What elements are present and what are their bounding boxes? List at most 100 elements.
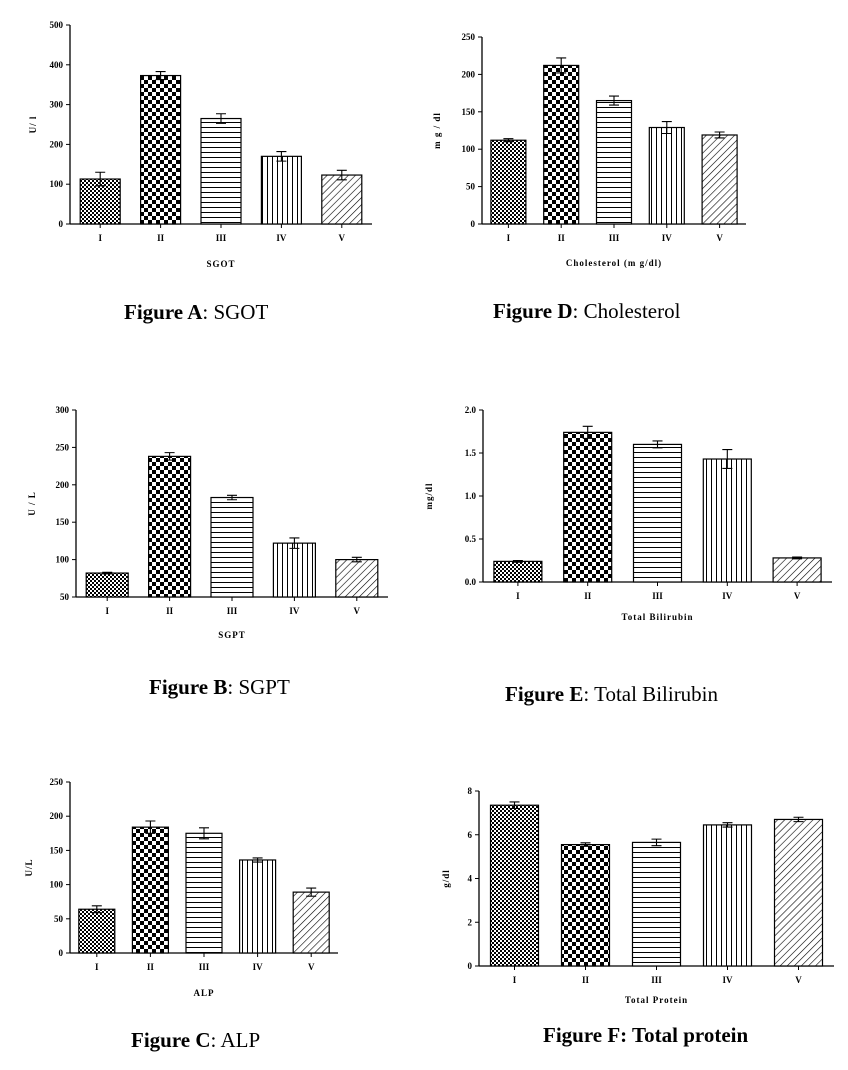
x-tick-label: IV (722, 975, 733, 985)
x-tick-label: I (516, 591, 520, 601)
bar-v (292, 891, 330, 954)
error-bar-iii (651, 838, 662, 847)
bar-iv (702, 458, 752, 583)
bar-v (701, 134, 738, 225)
caption-figure-a-label: Figure A (124, 300, 203, 324)
caption-figure-b: Figure B: SGPT (149, 675, 290, 700)
y-tick-label: 250 (50, 777, 64, 787)
error-bar-v (336, 169, 347, 181)
caption-figure-b-label: Figure B (149, 675, 228, 699)
bar-i (490, 139, 527, 225)
error-bar-iii (227, 494, 237, 501)
bar-i (489, 804, 540, 967)
bar-iv (260, 155, 302, 225)
y-tick-label: 250 (462, 32, 476, 42)
error-bar-iii (609, 95, 619, 106)
x-tick-label: IV (253, 962, 264, 972)
x-tick-label: IV (289, 606, 300, 616)
x-tick-label: III (216, 233, 227, 243)
y-tick-label: 4 (468, 874, 473, 884)
error-bar-iv (661, 120, 672, 135)
y-tick-label: 500 (50, 20, 64, 30)
error-bar-iv (289, 537, 300, 549)
caption-figure-c: Figure C: ALP (131, 1028, 260, 1053)
caption-figure-f-label: Figure F: Total protein (543, 1023, 749, 1047)
y-tick-label: 0.5 (465, 534, 477, 544)
chart-panel-bilirubin: 0.0 0.5 1.0 1.5 2.0 I II III IV V Total Bilirubin m… (424, 390, 848, 650)
x-axis-title: ALP (194, 988, 215, 998)
bar-i (79, 178, 121, 225)
y-tick-label: 200 (56, 480, 70, 490)
error-bar-v (792, 556, 803, 560)
bar-iii (595, 99, 633, 225)
x-tick-label: V (339, 233, 346, 243)
error-bar-iii (199, 827, 209, 840)
y-tick-label: 0 (59, 948, 64, 958)
chart-panel-sgot: 0 100 200 300 400 500 I II III IV V SGOT U/ l (0, 0, 424, 300)
y-tick-label: 50 (60, 592, 70, 602)
error-bar-v (306, 887, 317, 897)
y-tick-label: 1.5 (465, 448, 477, 458)
y-tick-label: 0.0 (465, 577, 477, 587)
error-bar-iii (216, 113, 226, 124)
x-tick-label: III (652, 591, 663, 601)
x-tick-label: IV (662, 233, 673, 243)
x-axis-title: SGOT (206, 259, 235, 269)
y-axis-title: U/L (24, 858, 34, 876)
x-tick-label: II (166, 606, 174, 616)
y-axis-title: U/ l (28, 116, 38, 134)
x-tick-label: I (98, 233, 102, 243)
x-axis-title: Total Bilirubin (622, 612, 694, 622)
bar-iii (200, 117, 242, 225)
chart-panel-total-protein: 0 2 4 6 8 I II III IV V Total Protein g/dl (424, 770, 848, 1030)
y-tick-label: 50 (466, 182, 476, 192)
error-bar-v (714, 131, 725, 139)
caption-figure-e: Figure E: Total Bilirubin (505, 682, 718, 707)
y-axis-title: mg/dl (424, 482, 434, 509)
y-tick-label: 100 (50, 179, 64, 189)
y-tick-label: 200 (462, 69, 476, 79)
caption-figure-c-text: : ALP (210, 1028, 261, 1052)
caption-figure-e-label: Figure E (505, 682, 584, 706)
bar-iv (239, 859, 277, 954)
y-tick-label: 200 (50, 811, 64, 821)
error-bar-i (95, 171, 106, 187)
y-tick-label: 0 (471, 219, 476, 229)
y-tick-label: 0 (468, 961, 473, 971)
x-tick-label: II (147, 962, 155, 972)
y-axis-title: g/dl (441, 869, 451, 888)
bar-i (85, 572, 129, 598)
bar-iv (648, 126, 685, 225)
x-tick-label: V (716, 233, 723, 243)
error-bar-i (503, 138, 514, 143)
chart-panel-alp: 0 50 100 150 200 250 I II III IV V ALP U/L (0, 765, 424, 1025)
y-tick-label: 150 (56, 517, 70, 527)
caption-figure-a: Figure A: SGOT (124, 300, 268, 325)
error-bar-ii (155, 71, 166, 81)
chart-panel-sgpt: 50 100 150 200 250 300 I II III IV V SGPT U / L (0, 390, 424, 650)
error-bar-ii (145, 820, 156, 834)
error-bar-ii (556, 57, 567, 74)
y-tick-label: 250 (56, 442, 70, 452)
caption-figure-d: Figure D: Cholesterol (493, 299, 680, 324)
y-tick-label: 2.0 (465, 405, 477, 415)
x-tick-label: V (308, 962, 315, 972)
bar-v (335, 559, 379, 598)
bar-i (78, 908, 116, 954)
y-tick-label: 50 (54, 914, 64, 924)
x-tick-label: IV (722, 591, 733, 601)
y-tick-label: 150 (462, 107, 476, 117)
bar-ii (563, 431, 613, 583)
error-bar-iii (652, 440, 663, 449)
error-bar-iv (722, 449, 733, 470)
y-tick-label: 200 (50, 139, 64, 149)
error-bar-v (793, 816, 804, 823)
error-bar-i (509, 801, 520, 810)
caption-figure-a-text: : SGOT (202, 300, 269, 324)
bar-i (493, 560, 543, 583)
error-bar-ii (582, 425, 593, 439)
caption-figure-e-text: : Total Bilirubin (583, 682, 719, 706)
y-tick-label: 100 (50, 880, 64, 890)
bar-v (772, 557, 822, 583)
